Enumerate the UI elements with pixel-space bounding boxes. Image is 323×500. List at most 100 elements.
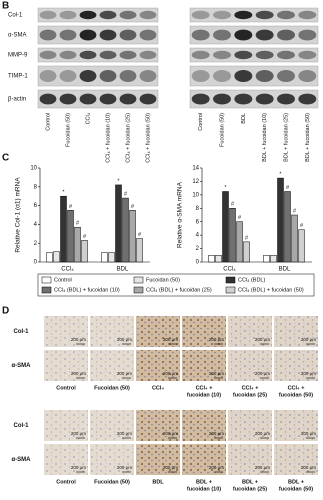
histology-image bbox=[44, 350, 88, 381]
blot-band bbox=[234, 70, 253, 82]
blot-band bbox=[213, 93, 231, 105]
x-tick-label: BDL bbox=[279, 267, 291, 273]
scale-label: 200 μm bbox=[163, 431, 178, 436]
scale-label: 200 μm bbox=[117, 465, 132, 470]
scale-label: 200 μm bbox=[255, 371, 270, 376]
y-tick-label: 2 bbox=[34, 241, 38, 247]
row-label: α-SMA bbox=[11, 457, 31, 463]
blot-band bbox=[119, 93, 137, 105]
blot-band bbox=[79, 29, 97, 41]
scale-label: 200 μm bbox=[255, 431, 270, 436]
scale-label: 200 μm bbox=[209, 337, 224, 342]
bar bbox=[243, 241, 250, 263]
histology-image bbox=[228, 410, 272, 441]
scale-label: 200 μm bbox=[117, 431, 132, 436]
histology-image bbox=[274, 350, 318, 381]
histology-image bbox=[274, 444, 318, 475]
legend-swatch bbox=[133, 286, 144, 294]
lane-label: CCl₄ + fucoidan (10) bbox=[105, 113, 111, 163]
blot-band bbox=[119, 10, 137, 20]
bar bbox=[115, 184, 122, 263]
lane-label: CCl₄ + fucoidan (50) bbox=[145, 113, 151, 163]
column-label: BDL + bbox=[196, 479, 212, 485]
significance-mark: # bbox=[238, 215, 242, 221]
bar bbox=[215, 255, 222, 263]
row-label: Col-1 bbox=[14, 423, 30, 429]
scale-label: 200 μm bbox=[71, 431, 86, 436]
bar bbox=[229, 208, 236, 263]
blot-band bbox=[298, 29, 317, 41]
scale-label: 200 μm bbox=[71, 371, 86, 376]
blot-band bbox=[298, 10, 317, 20]
bar bbox=[277, 177, 284, 263]
significance-mark: # bbox=[245, 235, 249, 241]
significance-mark: * bbox=[224, 185, 227, 191]
significance-mark: # bbox=[76, 221, 80, 227]
blot-band bbox=[255, 29, 274, 41]
y-tick-label: 10 bbox=[192, 192, 199, 198]
significance-mark: # bbox=[286, 185, 290, 191]
blot-band bbox=[139, 93, 157, 105]
scale-label: 200 μm bbox=[163, 337, 178, 342]
bar bbox=[136, 238, 143, 263]
blot-band bbox=[99, 70, 117, 82]
column-label: CCl₄ + bbox=[288, 385, 305, 391]
blot-band bbox=[79, 70, 97, 82]
blot-band bbox=[119, 70, 137, 82]
legend-label: CCl₄ (BDL) + fucoidan (10) bbox=[54, 287, 120, 293]
y-tick-label: 8 bbox=[34, 184, 38, 190]
y-tick-label: 0 bbox=[196, 260, 200, 266]
scale-label: 200 μm bbox=[209, 431, 224, 436]
y-axis-label: Relative Col-1 (α1) mRNA bbox=[15, 177, 22, 253]
y-tick-label: 12 bbox=[192, 179, 199, 185]
scale-label: 200 μm bbox=[71, 465, 86, 470]
blot-band bbox=[139, 70, 157, 82]
lane-label: BDL + fucoidan (25) bbox=[283, 113, 289, 162]
histology-image bbox=[228, 316, 272, 347]
lane-label: Control bbox=[45, 113, 51, 131]
lane-label: BDL bbox=[241, 113, 247, 124]
significance-mark: # bbox=[69, 204, 73, 210]
blot-band bbox=[139, 10, 157, 20]
blot-band bbox=[234, 10, 253, 20]
column-label: fucoidan (10) bbox=[187, 486, 221, 492]
scale-label: 200 μm bbox=[255, 465, 270, 470]
column-label: fucoidan (10) bbox=[187, 392, 221, 398]
scale-label: 200 μm bbox=[209, 371, 224, 376]
bar bbox=[122, 197, 129, 263]
y-tick-label: 6 bbox=[34, 203, 38, 209]
row-label: Col-1 bbox=[14, 329, 30, 335]
scale-label: 200 μm bbox=[71, 337, 86, 342]
x-tick-label: CCl₄ bbox=[223, 267, 236, 273]
blot-band bbox=[99, 50, 117, 60]
bar bbox=[263, 255, 270, 263]
bar bbox=[270, 255, 277, 263]
y-tick-label: 6 bbox=[196, 219, 200, 225]
column-label: Control bbox=[56, 479, 76, 485]
legend-swatch bbox=[133, 276, 144, 284]
histology-image bbox=[44, 316, 88, 347]
blot-band bbox=[277, 93, 295, 105]
histology-image bbox=[274, 410, 318, 441]
column-label: fucoidan (25) bbox=[233, 392, 267, 398]
column-label: BDL + bbox=[288, 479, 304, 485]
x-tick-label: BDL bbox=[117, 267, 129, 273]
blot-band bbox=[139, 50, 157, 60]
y-tick-label: 8 bbox=[196, 206, 200, 212]
histology-image bbox=[90, 410, 134, 441]
blot-band bbox=[213, 10, 231, 20]
blot-band bbox=[79, 93, 97, 105]
bar bbox=[284, 191, 291, 263]
blot-band bbox=[99, 93, 117, 105]
column-label: CCl₄ bbox=[152, 385, 164, 391]
y-tick-label: 2 bbox=[196, 246, 200, 252]
histology-image bbox=[136, 350, 180, 381]
blot-band bbox=[234, 50, 253, 60]
blot-band bbox=[39, 50, 57, 60]
blot-band bbox=[277, 70, 295, 82]
blot-band bbox=[298, 50, 317, 60]
column-label: fucoidan (50) bbox=[279, 392, 313, 398]
scale-label: 200 μm bbox=[301, 431, 316, 436]
blot-row-label: TIMP-1 bbox=[8, 74, 28, 80]
